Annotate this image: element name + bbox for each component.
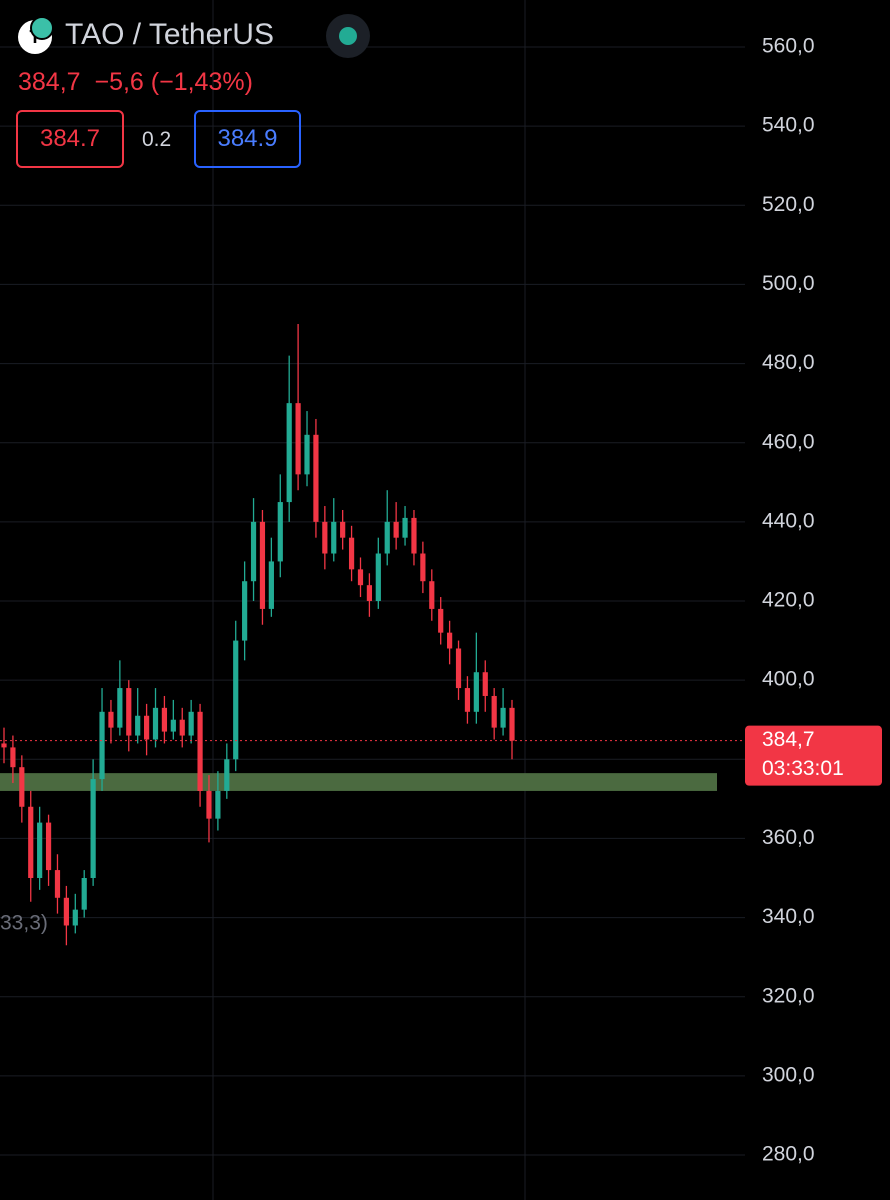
candle-body: [152, 707, 159, 740]
candle-body: [233, 640, 239, 760]
candle-body: [438, 608, 444, 633]
candle-body: [455, 648, 462, 689]
spread: 0.2: [142, 128, 172, 151]
candle-body: [81, 878, 87, 910]
candle-body: [295, 403, 301, 475]
y-tick-label: 540,0: [762, 114, 815, 137]
candle-body: [500, 707, 506, 728]
candle-body: [393, 521, 399, 538]
y-tick-label: 460,0: [762, 430, 815, 453]
candle-body: [250, 521, 257, 582]
candle-body: [215, 790, 221, 819]
candle-body: [402, 517, 408, 538]
candle-body: [473, 672, 479, 712]
logo-badge: [30, 16, 54, 40]
candle-body: [242, 581, 248, 641]
y-tick-label: 280,0: [762, 1143, 815, 1166]
price-line: 384,7 −5,6 (−1,43%): [18, 68, 253, 97]
candle-body: [322, 521, 328, 554]
candle-body: [224, 759, 230, 791]
change: −5,6: [94, 68, 144, 96]
candle-body: [375, 553, 381, 601]
candle-body: [170, 719, 176, 732]
candle-body: [340, 521, 346, 538]
status-badge: [326, 14, 370, 58]
y-tick-label: 500,0: [762, 272, 815, 295]
candle-body: [491, 695, 497, 728]
candle-body: [331, 521, 337, 554]
candle-body: [304, 434, 310, 475]
y-tick-label: 320,0: [762, 984, 815, 1007]
candle-body: [509, 707, 515, 741]
candle-body: [45, 822, 52, 871]
candle-body: [108, 711, 114, 728]
candle-body: [420, 553, 426, 582]
candle-body: [482, 672, 488, 696]
candle-body: [28, 806, 34, 878]
candle-body: [348, 537, 355, 570]
candle-body: [90, 779, 96, 878]
price-tag-countdown: 03:33:01: [762, 757, 844, 780]
candle-body: [1, 743, 7, 748]
candle-body: [10, 747, 16, 768]
y-tick-label: 400,0: [762, 668, 815, 691]
candle-body: [99, 711, 105, 780]
y-tick-label: 480,0: [762, 351, 815, 374]
candle-body: [188, 711, 194, 736]
sell-button[interactable]: 384.7: [16, 110, 124, 168]
candle-body: [135, 715, 141, 736]
y-tick-label: 300,0: [762, 1063, 815, 1086]
candle-body: [37, 822, 43, 878]
candle-body: [384, 521, 390, 554]
candle-body: [429, 581, 435, 609]
candle-body: [117, 688, 123, 728]
candle-body: [277, 502, 283, 562]
candle-body: [259, 521, 266, 609]
support-zone: [0, 773, 717, 791]
candle-body: [464, 688, 471, 712]
candle-body: [268, 561, 274, 609]
y-tick-label: 420,0: [762, 589, 815, 612]
candle-body: [286, 403, 292, 503]
symbol[interactable]: TAO / TetherUS: [65, 18, 274, 51]
candle-body: [161, 707, 168, 732]
annotation: 33,3): [0, 912, 48, 935]
candle-body: [411, 517, 417, 554]
candle-body: [206, 790, 212, 819]
candle-body: [179, 719, 185, 736]
candle-body: [126, 688, 132, 736]
y-tick-label: 520,0: [762, 193, 815, 216]
y-tick-label: 360,0: [762, 826, 815, 849]
candle-body: [143, 715, 150, 740]
price-tag: [745, 725, 882, 786]
candle-body: [366, 585, 373, 601]
candle-body: [63, 897, 69, 926]
candle-body: [197, 711, 203, 791]
candle-body: [19, 767, 25, 807]
candle-body: [54, 870, 61, 898]
candle-body: [357, 569, 364, 586]
candle-body: [72, 909, 78, 926]
last-price: 384,7: [18, 68, 81, 96]
buy-button[interactable]: 384.9: [194, 110, 301, 168]
y-tick-label: 560,0: [762, 35, 815, 58]
y-tick-label: 440,0: [762, 509, 815, 532]
price-tag-value: 384,7: [762, 728, 815, 751]
candle-body: [447, 632, 453, 649]
candle-body: [313, 434, 319, 522]
change-pct: (−1,43%): [150, 68, 253, 96]
status-dot: [339, 27, 357, 45]
y-tick-label: 340,0: [762, 905, 815, 928]
